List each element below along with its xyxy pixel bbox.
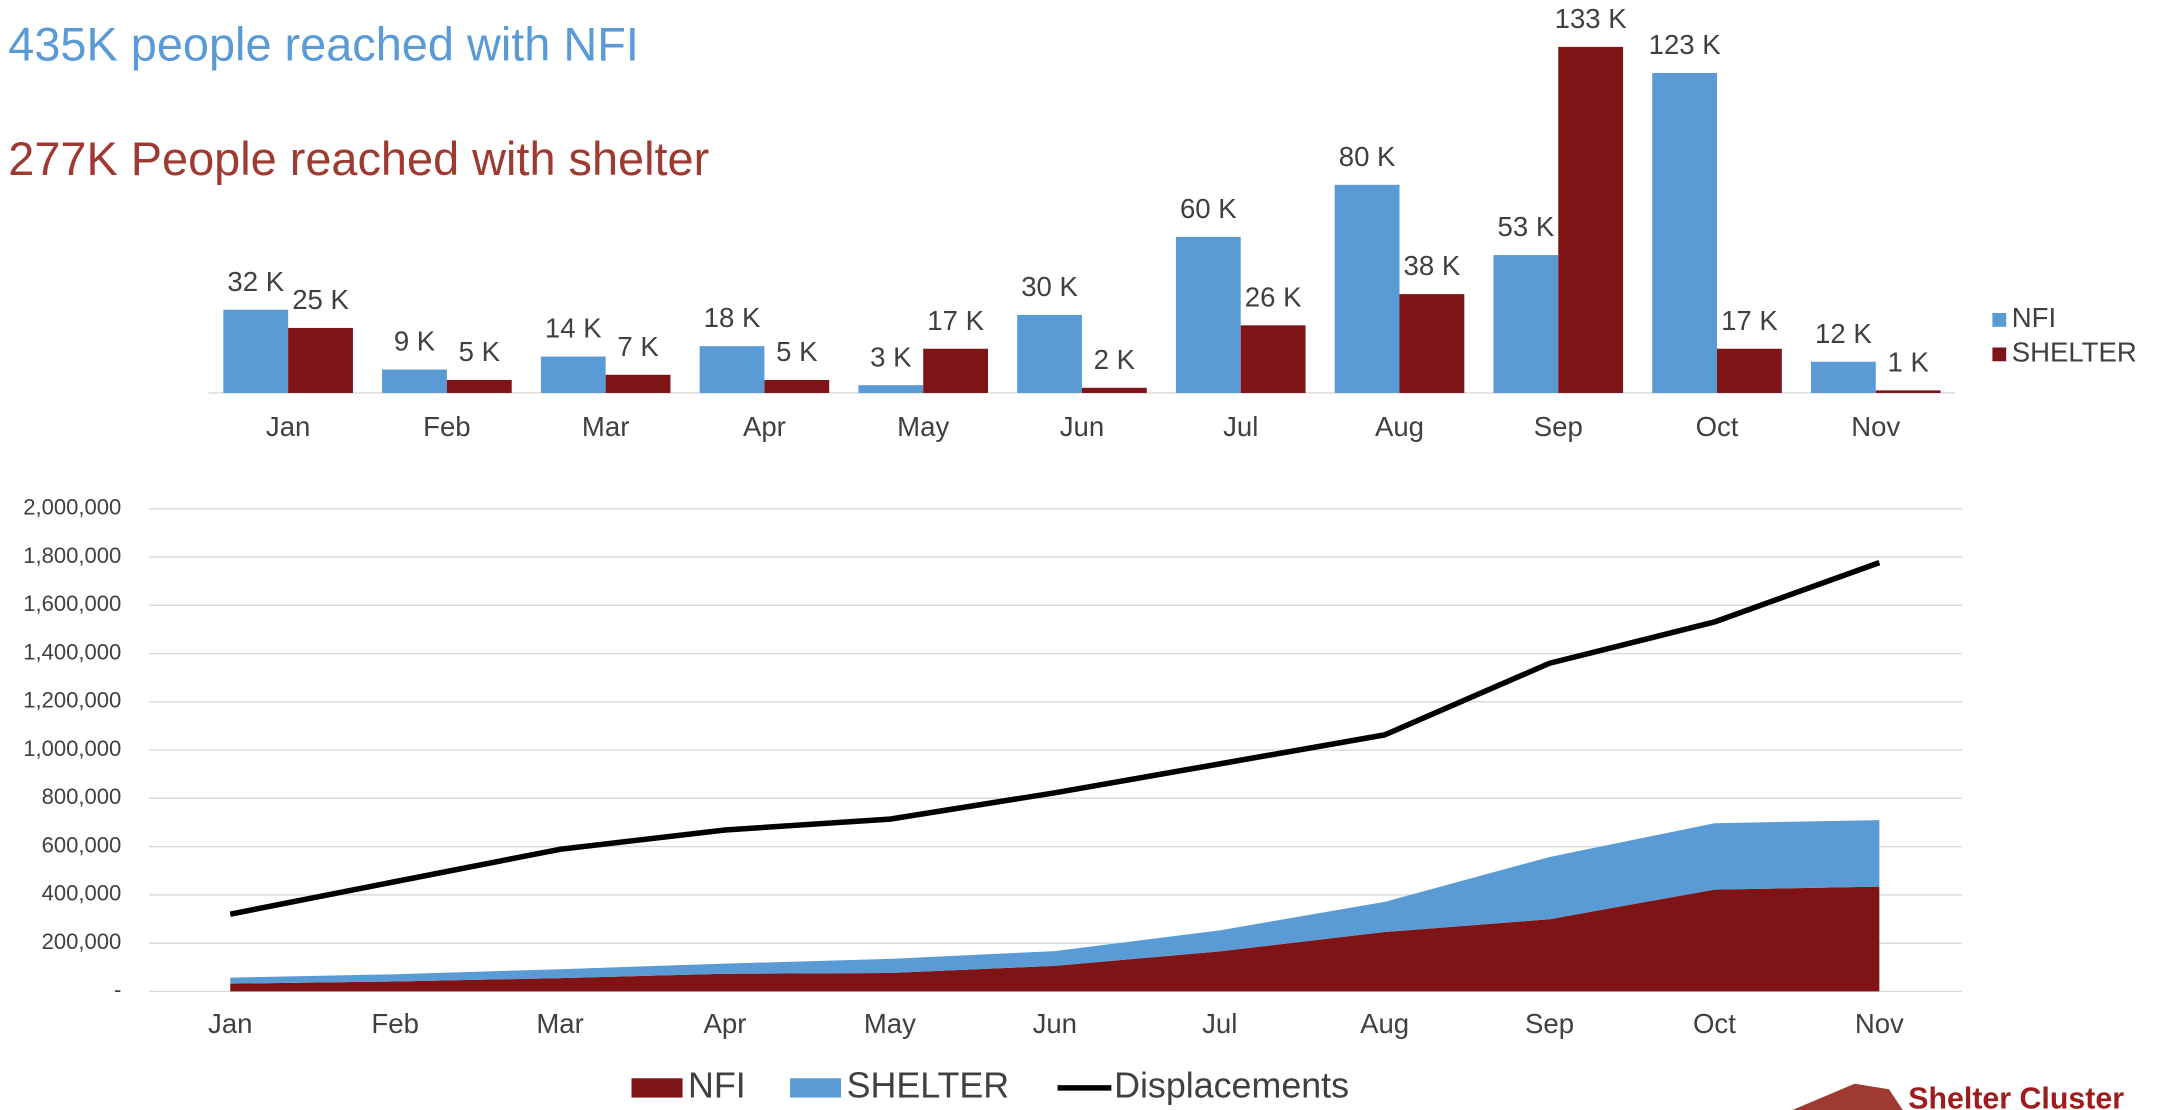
legend-label: SHELTER [2012, 337, 2137, 368]
y-tick-label: 1,000,000 [23, 736, 121, 761]
bar [540, 356, 606, 393]
bar [699, 346, 765, 393]
data-label: 38 K [1404, 250, 1461, 281]
y-tick-label: 600,000 [42, 832, 122, 857]
x-tick-label: Aug [1360, 1008, 1409, 1039]
bar [223, 309, 289, 393]
data-label: 80 K [1339, 141, 1396, 172]
x-tick-label: Apr [704, 1008, 747, 1039]
bar [382, 369, 447, 393]
y-tick-label: 2,000,000 [23, 495, 121, 520]
bar [1081, 387, 1147, 393]
data-label: 5 K [459, 336, 501, 367]
y-tick-label: 1,400,000 [23, 639, 121, 664]
x-tick-label: Mar [582, 411, 629, 442]
line [229, 560, 1881, 917]
x-tick-label: Aug [1375, 411, 1424, 442]
x-tick-label: Jul [1223, 411, 1258, 442]
area [230, 820, 1880, 984]
bar [1875, 390, 1941, 393]
x-tick-label: Mar [536, 1008, 583, 1039]
data-label: 53 K [1498, 211, 1555, 242]
data-label: 123 K [1649, 29, 1722, 60]
legend-label: NFI [688, 1065, 746, 1105]
data-label: 5 K [776, 336, 818, 367]
legend-swatch [790, 1078, 842, 1098]
data-label: 3 K [870, 341, 912, 372]
bar [923, 348, 989, 393]
bar [446, 379, 512, 393]
x-tick-label: Oct [1693, 1008, 1736, 1039]
nfi-headline: 435K people reached with NFI [8, 19, 639, 71]
data-label: 17 K [1721, 305, 1778, 336]
data-label: 7 K [617, 331, 659, 362]
data-label: 18 K [704, 302, 761, 333]
data-label: 1 K [1888, 346, 1930, 377]
data-label: 2 K [1094, 344, 1136, 375]
x-tick-label: May [897, 411, 949, 442]
x-tick-label: Feb [371, 1008, 419, 1039]
x-tick-label: Jun [1033, 1008, 1077, 1039]
bar [1652, 72, 1718, 393]
y-tick-label: 1,600,000 [23, 591, 121, 616]
data-label: 30 K [1021, 271, 1078, 302]
bar [1175, 236, 1241, 393]
x-tick-label: Feb [423, 411, 471, 442]
y-tick-label: 1,200,000 [23, 688, 121, 713]
bar [1810, 361, 1876, 393]
y-tick-label: 400,000 [42, 881, 122, 906]
legend-swatch [1992, 313, 2007, 327]
legend-swatch [631, 1078, 683, 1098]
data-label: 17 K [927, 305, 984, 336]
x-tick-label: Nov [1855, 1008, 1904, 1039]
x-tick-label: Jan [266, 411, 310, 442]
data-label: 12 K [1815, 318, 1872, 349]
bar [288, 327, 353, 393]
x-tick-label: Jul [1202, 1008, 1237, 1039]
logo-text: Shelter Cluster [1908, 1082, 2124, 1110]
legend-label: Displacements [1114, 1065, 1349, 1105]
data-label: 133 K [1555, 3, 1628, 34]
bar [1334, 184, 1400, 393]
bar [858, 385, 924, 393]
bar [1240, 325, 1306, 393]
data-label: 9 K [394, 326, 436, 357]
data-label: 32 K [227, 266, 284, 297]
bar [1717, 348, 1782, 393]
legend-label: SHELTER [847, 1065, 1010, 1105]
logo-icon [1792, 1083, 1903, 1110]
x-tick-label: Jan [208, 1008, 252, 1039]
data-label: 14 K [545, 313, 602, 344]
legend-swatch [1992, 347, 2007, 362]
x-tick-label: Oct [1696, 411, 1739, 442]
x-tick-label: Sep [1525, 1008, 1574, 1039]
legend-label: NFI [2012, 302, 2056, 333]
bar [1399, 294, 1465, 393]
x-tick-label: May [864, 1008, 916, 1039]
bar [1017, 314, 1082, 393]
data-label: 60 K [1180, 193, 1237, 224]
x-tick-label: Sep [1534, 411, 1583, 442]
data-label: 25 K [292, 284, 349, 315]
y-tick-label: 800,000 [42, 784, 122, 809]
x-tick-label: Nov [1851, 411, 1900, 442]
bar [1493, 255, 1559, 393]
bar [605, 374, 671, 393]
shelter-headline: 277K People reached with shelter [8, 133, 709, 185]
data-label: 26 K [1245, 281, 1302, 312]
area [230, 886, 1880, 992]
bar [764, 379, 830, 393]
x-tick-label: Apr [743, 411, 786, 442]
x-tick-label: Jun [1060, 411, 1104, 442]
y-tick-label: - [114, 977, 121, 1002]
y-tick-label: 1,800,000 [23, 543, 121, 568]
y-tick-label: 200,000 [42, 929, 122, 954]
bar [1558, 46, 1624, 393]
